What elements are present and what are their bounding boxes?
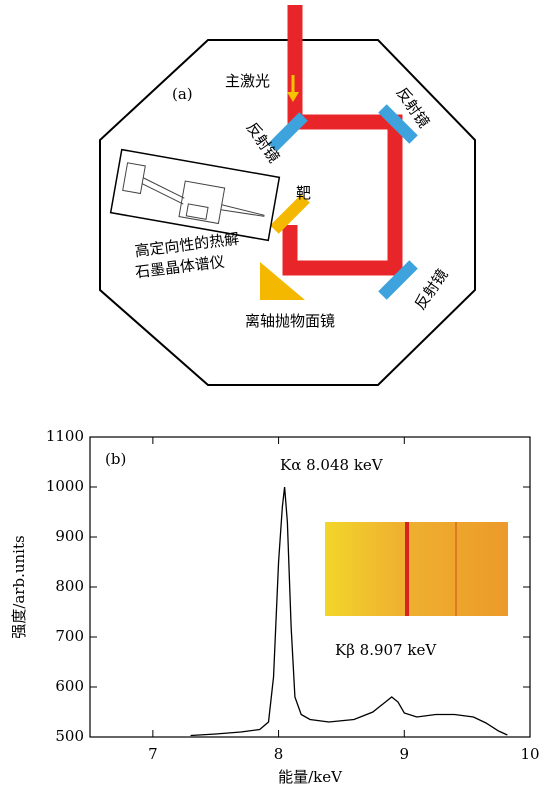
- label: 离轴抛物面镜: [245, 312, 335, 330]
- x-axis-label: 能量/keV: [278, 768, 343, 786]
- label: 反射镜: [411, 266, 452, 313]
- x-tick-label: 9: [400, 745, 410, 763]
- label: 高定向性的热解: [134, 230, 240, 261]
- y-tick-label: 1000: [46, 477, 84, 495]
- inset-line: [405, 522, 409, 616]
- y-tick-label: 900: [55, 527, 84, 545]
- laser-beam: [290, 5, 395, 268]
- inset-image: [325, 522, 508, 616]
- y-tick-label: 1100: [46, 427, 84, 445]
- x-tick-label: 10: [520, 745, 539, 763]
- panel-label: (a): [172, 85, 193, 103]
- x-tick-label: 8: [274, 745, 284, 763]
- label: 靶: [296, 184, 311, 202]
- figure: (a) 主激光 反射镜 反射镜 反射镜 靶 高定向性的热解 石墨晶体谱仪 离轴抛…: [0, 0, 549, 794]
- spectrometer: [111, 150, 280, 241]
- y-tick-label: 500: [55, 727, 84, 745]
- inset-line: [455, 522, 457, 616]
- panel-label: (b): [105, 450, 126, 468]
- y-tick-label: 700: [55, 627, 84, 645]
- annotation: Kα 8.048 keV: [280, 456, 384, 474]
- page: (a) 主激光 反射镜 反射镜 反射镜 靶 高定向性的热解 石墨晶体谱仪 离轴抛…: [0, 0, 549, 794]
- x-tick-label: 7: [148, 745, 158, 763]
- y-axis-label: 强度/arb.units: [10, 535, 28, 638]
- y-tick-label: 800: [55, 577, 84, 595]
- annotation: Kβ 8.907 keV: [335, 641, 437, 659]
- label: 主激光: [225, 72, 270, 90]
- y-tick-label: 600: [55, 677, 84, 695]
